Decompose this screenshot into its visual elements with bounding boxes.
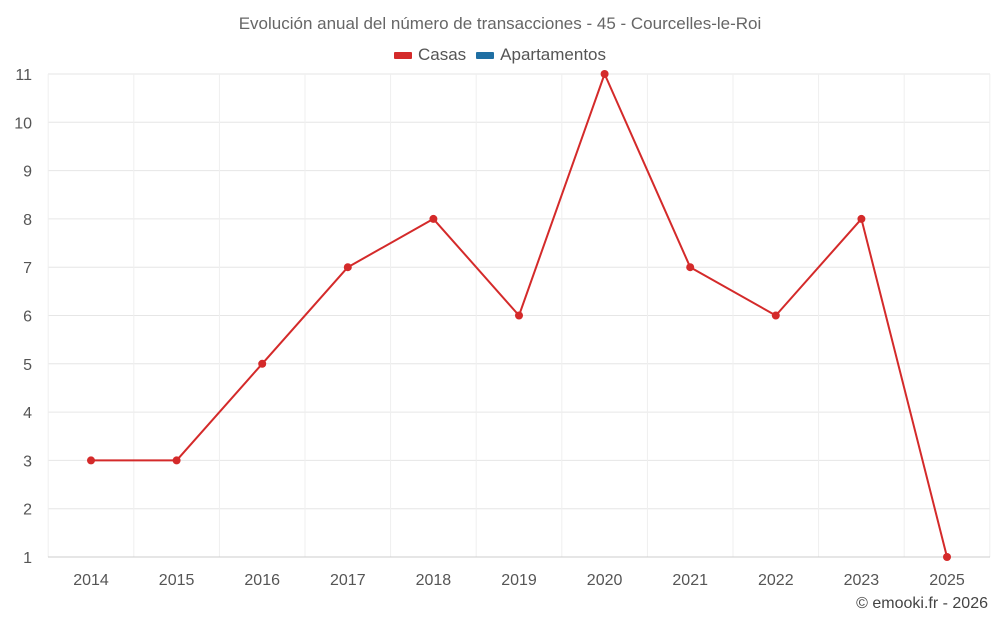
x-tick-label: 2018 xyxy=(416,572,452,589)
y-tick-label: 9 xyxy=(23,164,32,181)
x-tick-label: 2021 xyxy=(672,572,708,589)
data-point xyxy=(258,359,267,368)
y-tick-label: 2 xyxy=(23,502,32,519)
y-tick-label: 8 xyxy=(23,212,32,229)
x-tick-label: 2016 xyxy=(244,572,280,589)
chart-title: Evolución anual del número de transaccio… xyxy=(238,14,762,33)
x-tick-label: 2014 xyxy=(73,572,109,589)
legend-label-apartamentos: Apartamentos xyxy=(500,45,607,64)
credit-text: © emooki.fr - 2026 xyxy=(856,595,988,612)
data-point xyxy=(686,263,695,272)
x-tick-label: 2025 xyxy=(929,572,965,589)
legend-item-apartamentos[interactable]: Apartamentos xyxy=(476,45,606,65)
y-tick-label: 10 xyxy=(14,115,32,132)
legend-swatch-apartamentos xyxy=(476,51,495,59)
data-point xyxy=(771,311,780,320)
y-tick-label: 11 xyxy=(15,67,32,84)
data-point xyxy=(857,214,866,223)
x-tick-label: 2017 xyxy=(330,572,366,589)
legend-swatch-casas xyxy=(393,51,412,59)
chart-legend: Casas Apartamentos xyxy=(0,45,1000,65)
data-point xyxy=(515,311,523,320)
data-point xyxy=(87,456,95,465)
y-tick-label: 6 xyxy=(23,309,32,326)
data-point xyxy=(172,456,181,465)
x-tick-label: 2023 xyxy=(844,572,880,589)
y-tick-label: 4 xyxy=(23,405,32,422)
legend-item-casas[interactable]: Casas xyxy=(393,45,467,65)
x-tick-label: 2022 xyxy=(758,572,794,589)
data-point xyxy=(343,263,352,272)
x-tick-label: 2020 xyxy=(587,572,623,589)
legend-label-casas: Casas xyxy=(417,45,467,64)
x-tick-label: 2019 xyxy=(501,572,537,589)
x-tick-label: 2015 xyxy=(159,572,195,589)
data-point xyxy=(429,214,438,223)
y-tick-label: 3 xyxy=(23,453,32,470)
y-tick-label: 5 xyxy=(23,357,32,374)
y-tick-label: 1 xyxy=(23,550,32,567)
data-point xyxy=(943,553,951,561)
data-point xyxy=(600,70,609,78)
y-tick-label: 7 xyxy=(23,260,32,277)
